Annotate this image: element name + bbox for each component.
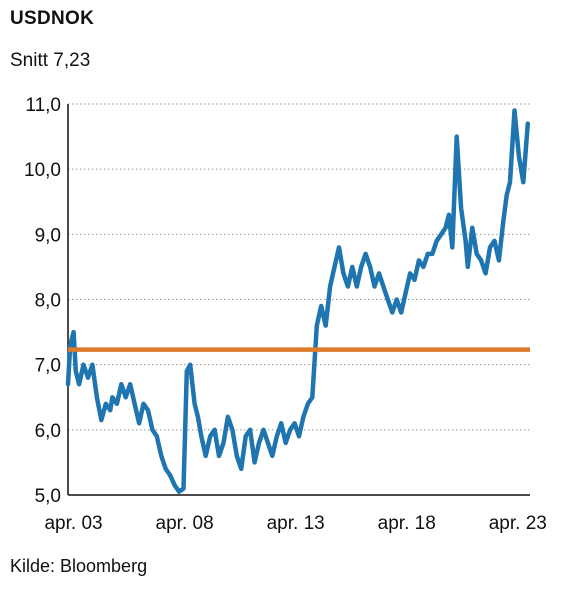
y-tick-label: 11,0 [25,95,61,116]
x-tick-label: apr. 08 [156,513,214,534]
y-tick-label: 8,0 [35,291,61,312]
y-tick-label: 7,0 [35,356,61,377]
x-tick-label: apr. 13 [267,513,325,534]
x-tick-label: apr. 03 [44,513,102,534]
chart-title: USDNOK [10,8,95,29]
source-note: Kilde: Bloomberg [10,556,148,576]
x-tick-label: apr. 18 [378,513,436,534]
series-line-usdnok [65,108,531,494]
y-tick-label: 10,0 [24,160,61,181]
y-tick-label: 6,0 [35,421,61,442]
y-tick-label: 9,0 [35,225,61,246]
chart-subtitle: Snitt 7,23 [10,50,91,71]
x-tick-label: apr. 23 [489,513,547,534]
y-tick-label: 5,0 [35,486,61,507]
